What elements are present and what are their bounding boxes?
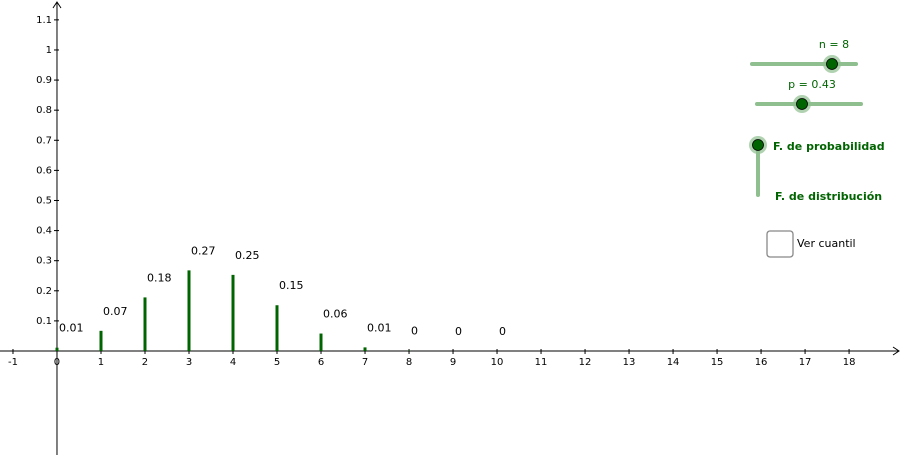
x-tick-label: 13 (623, 357, 636, 368)
x-tick-label: 0 (54, 357, 60, 368)
switch-knob[interactable] (752, 139, 764, 151)
y-tick-label: 0.2 (36, 286, 52, 297)
y-tick-label: 0.8 (36, 105, 52, 116)
x-tick-label: 11 (535, 357, 548, 368)
y-tick-label: 0.9 (36, 75, 52, 86)
slider-label: p = 0.43 (788, 78, 836, 91)
y-tick-label: 1 (46, 45, 52, 56)
value-label: 0.07 (103, 305, 128, 318)
value-label: 0 (411, 325, 418, 338)
y-tick-label: 0.3 (36, 256, 52, 267)
x-tick-label: 12 (579, 357, 592, 368)
value-label: 0.15 (279, 279, 304, 292)
x-tick-label: 1 (98, 357, 104, 368)
checkbox-box[interactable] (766, 230, 794, 258)
slider-label: n = 8 (819, 38, 849, 51)
y-tick-label: 0.5 (36, 195, 52, 206)
y-tick-label: 0.4 (36, 226, 52, 237)
option-label[interactable]: F. de probabilidad (773, 140, 885, 153)
x-tick-label: 15 (711, 357, 724, 368)
checkbox-label[interactable]: Ver cuantil (797, 237, 856, 250)
y-tick-label: 0.7 (36, 135, 52, 146)
x-tick-label: 17 (799, 357, 812, 368)
x-tick-label: 16 (755, 357, 768, 368)
y-axis-arrow (52, 1, 62, 9)
option-label[interactable]: F. de distribución (775, 190, 882, 203)
p-slider[interactable]: p = 0.43 (755, 78, 863, 113)
checkbox[interactable]: Ver cuantil (766, 230, 856, 258)
x-tick-label: 9 (450, 357, 456, 368)
x-tick-label: 7 (362, 357, 368, 368)
n-slider[interactable]: n = 8 (750, 38, 858, 73)
x-tick-label: 4 (230, 357, 236, 368)
x-tick-label: 14 (667, 357, 680, 368)
value-label: 0.06 (323, 308, 348, 321)
x-tick-label: 5 (274, 357, 280, 368)
y-tick-label: 0.6 (36, 165, 52, 176)
value-label: 0.27 (191, 244, 216, 257)
mode-switch[interactable]: F. de probabilidad F. de distribución (749, 136, 885, 203)
x-axis-arrow (892, 346, 900, 356)
x-tick-label: 18 (843, 357, 856, 368)
x-tick-label: 6 (318, 357, 324, 368)
value-label: 0.25 (235, 249, 260, 262)
x-tick-label: -1 (8, 357, 18, 368)
slider-knob[interactable] (796, 98, 808, 110)
x-tick-label: 8 (406, 357, 412, 368)
slider-knob[interactable] (826, 58, 838, 70)
y-tick-label: 0.1 (36, 316, 52, 327)
x-tick-label: 2 (142, 357, 148, 368)
value-label: 0 (455, 325, 462, 338)
value-label: 0 (499, 325, 506, 338)
x-tick-label: 10 (491, 357, 504, 368)
y-tick-label: 1.1 (36, 15, 52, 26)
x-tick-label: 3 (186, 357, 192, 368)
value-label: 0.18 (147, 271, 172, 284)
value-label: 0.01 (59, 322, 84, 335)
value-label: 0.01 (367, 321, 392, 334)
